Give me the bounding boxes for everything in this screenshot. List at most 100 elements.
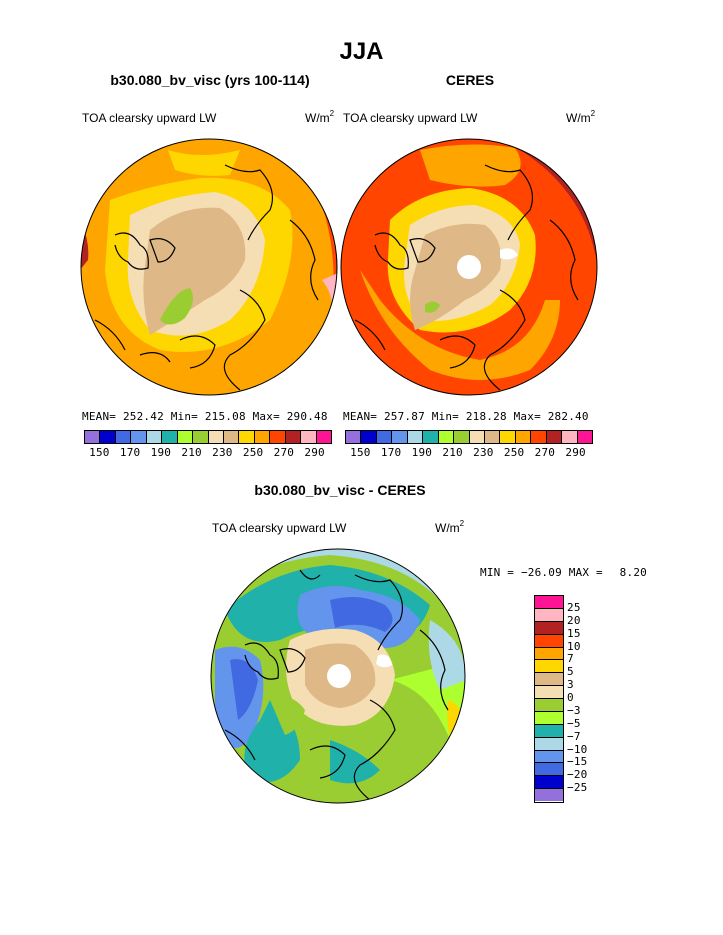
- colorbar-swatch: [515, 431, 532, 443]
- colorbar-swatch: [285, 431, 302, 443]
- colorbar-swatch: [270, 431, 286, 443]
- colorbar-swatch: [177, 431, 194, 443]
- colorbar-tick-label: 270: [534, 446, 556, 459]
- colorbar-tick-label: −7: [567, 729, 581, 743]
- colorbar-tick-label: 190: [150, 446, 172, 459]
- model-mean-label: MEAN=: [82, 410, 117, 423]
- colorbar-tick-label: −20: [567, 768, 588, 782]
- colorbar-tick-label: 0: [567, 691, 574, 704]
- colorbar-swatch: [562, 431, 578, 443]
- colorbar-swatch: [346, 431, 362, 443]
- colorbar-tick-label: 190: [411, 446, 433, 459]
- colorbar-swatch: [361, 431, 377, 443]
- diff-units: W/m2: [435, 519, 464, 535]
- obs-max-label: Max=: [513, 410, 541, 423]
- colorbar-swatch: [535, 647, 563, 661]
- colorbar-tick-label: 290: [565, 446, 586, 459]
- colorbar-swatch: [500, 431, 516, 443]
- diff-colorbar: [534, 595, 564, 803]
- obs-max-value: 282.40: [547, 410, 589, 423]
- colorbar-tick-label: 230: [473, 446, 494, 459]
- colorbar-swatch: [208, 431, 224, 443]
- colorbar-swatch: [535, 776, 563, 790]
- colorbar-tick-label: −5: [567, 716, 581, 730]
- colorbar-swatch: [577, 431, 592, 443]
- obs-map-fill: [341, 139, 597, 395]
- obs-units: W/m2: [566, 109, 595, 125]
- colorbar-swatch: [316, 431, 331, 443]
- colorbar-swatch: [100, 431, 116, 443]
- model-units-exp: 2: [329, 109, 335, 118]
- colorbar-swatch: [85, 431, 101, 443]
- diff-stats: MIN = −26.09 MAX = 8.20: [480, 566, 647, 579]
- colorbar-tick-label: −15: [567, 755, 588, 769]
- colorbar-swatch: [535, 724, 563, 738]
- obs-min-label: Min=: [431, 410, 460, 423]
- model-coastlines: [94, 164, 319, 391]
- diff-max-label: MAX =: [568, 566, 603, 579]
- colorbar-swatch: [484, 431, 501, 443]
- diff-units-base: W/m: [435, 521, 460, 535]
- colorbar-swatch: [546, 431, 563, 443]
- model-min-label: Min=: [170, 410, 199, 423]
- colorbar-swatch: [162, 431, 178, 443]
- model-max-label: Max=: [252, 410, 280, 423]
- colorbar-tick-label: 150: [89, 446, 110, 459]
- colorbar-tick-label: −10: [567, 742, 588, 756]
- colorbar-tick-label: 3: [567, 678, 574, 692]
- colorbar-tick-label: 250: [242, 446, 264, 459]
- colorbar-swatch: [535, 673, 563, 687]
- colorbar-swatch: [535, 789, 563, 801]
- obs-coastlines: [354, 164, 579, 391]
- colorbar-swatch: [535, 621, 563, 635]
- obs-colorbar: [345, 430, 593, 444]
- model-stats: MEAN= 252.42 Min= 215.08 Max= 290.48: [82, 410, 328, 423]
- model-max-value: 290.48: [286, 410, 328, 423]
- colorbar-swatch: [469, 431, 485, 443]
- model-map-fill: [81, 139, 337, 395]
- colorbar-swatch: [535, 608, 563, 622]
- colorbar-tick-label: 150: [350, 446, 371, 459]
- model-units: W/m2: [305, 109, 335, 125]
- diff-variable-label: TOA clearsky upward LW: [212, 521, 347, 535]
- colorbar-swatch: [535, 634, 563, 648]
- colorbar-swatch: [535, 711, 563, 725]
- colorbar-tick-label: 170: [119, 446, 141, 459]
- colorbar-tick-label: 290: [304, 446, 325, 459]
- colorbar-swatch: [535, 763, 563, 777]
- colorbar-swatch: [438, 431, 455, 443]
- colorbar-tick-label: 170: [380, 446, 402, 459]
- colorbar-swatch: [531, 431, 547, 443]
- diff-max-value: 8.20: [619, 566, 647, 579]
- colorbar-swatch: [535, 737, 563, 751]
- colorbar-swatch: [535, 660, 563, 674]
- colorbar-swatch: [535, 699, 563, 712]
- colorbar-tick-label: −3: [567, 703, 581, 717]
- model-colorbar: [84, 430, 332, 444]
- obs-units-base: W/m: [566, 111, 591, 125]
- colorbar-swatch: [146, 431, 163, 443]
- obs-stats: MEAN= 257.87 Min= 218.28 Max= 282.40: [343, 410, 589, 423]
- diff-min-value: −26.09: [520, 566, 562, 579]
- colorbar-swatch: [376, 431, 393, 443]
- colorbar-swatch: [535, 596, 563, 609]
- colorbar-swatch: [535, 750, 563, 764]
- colorbar-tick-label: 210: [442, 446, 463, 459]
- colorbar-swatch: [301, 431, 317, 443]
- model-mean-value: 252.42: [122, 410, 164, 423]
- colorbar-swatch: [115, 431, 132, 443]
- colorbar-tick-label: −25: [567, 781, 588, 795]
- colorbar-tick-label: 230: [212, 446, 233, 459]
- colorbar-swatch: [239, 431, 255, 443]
- colorbar-tick-label: 15: [567, 626, 581, 640]
- colorbar-swatch: [454, 431, 470, 443]
- obs-variable-label: TOA clearsky upward LW: [343, 111, 478, 125]
- colorbar-tick-label: 270: [273, 446, 295, 459]
- colorbar-swatch: [131, 431, 147, 443]
- diff-min-label: MIN =: [480, 566, 515, 579]
- model-case-title: b30.080_bv_visc (yrs 100-114): [110, 72, 310, 88]
- colorbar-swatch: [254, 431, 271, 443]
- obs-mean-value: 257.87: [383, 410, 425, 423]
- colorbar-swatch: [223, 431, 240, 443]
